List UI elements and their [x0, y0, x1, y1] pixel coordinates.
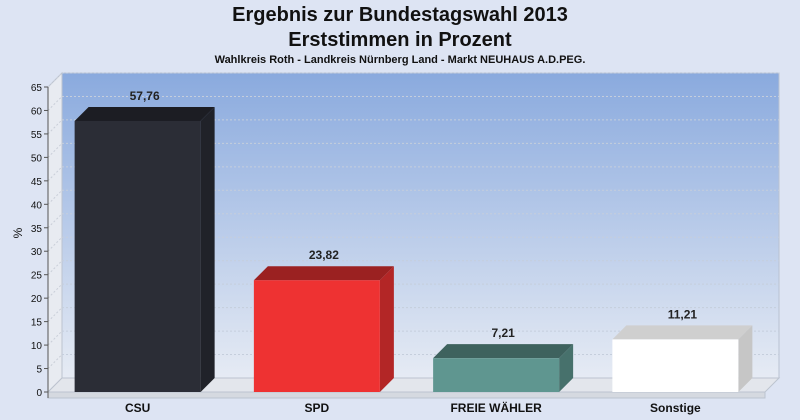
bar-top	[253, 266, 394, 281]
gridline-side	[47, 96, 63, 111]
bar-side	[379, 266, 394, 392]
bar-top	[433, 344, 574, 359]
bar-value-label: 11,21	[668, 307, 698, 321]
gridline-side	[47, 166, 63, 182]
y-tick-label: 60	[31, 106, 43, 117]
bar-side	[200, 106, 215, 393]
bar	[74, 120, 201, 393]
bar-top	[74, 106, 215, 121]
chart-subtitle: Erststimmen in Prozent	[288, 29, 512, 51]
bar	[612, 339, 739, 392]
y-tick-label: 40	[31, 200, 43, 211]
gridline-side	[47, 143, 63, 158]
y-tick-label: 55	[31, 130, 43, 141]
y-tick-label: 15	[31, 318, 43, 329]
gridline-side	[47, 119, 63, 135]
x-tick-label: FREIE WÄHLER	[450, 400, 542, 415]
bar-value-label: 23,82	[309, 248, 339, 262]
gridline-side	[47, 189, 63, 205]
gridline-side	[47, 213, 63, 229]
x-tick-label: CSU	[125, 401, 150, 415]
bar-value-label: 57,76	[130, 89, 160, 103]
bar-side	[738, 325, 753, 392]
y-tick-label: 10	[31, 341, 43, 352]
y-tick-label: 5	[36, 365, 42, 376]
x-tick-label: SPD	[305, 401, 330, 415]
bar-top	[612, 325, 753, 340]
bar	[433, 358, 560, 392]
gridline-side	[47, 354, 63, 369]
y-tick-label: 35	[31, 224, 43, 235]
bar	[253, 280, 380, 392]
y-tick-label: 30	[31, 247, 43, 258]
chart-floor-edge	[47, 391, 766, 399]
chart-side-wall	[47, 71, 63, 394]
gridline-side	[47, 283, 63, 299]
y-tick-label: 50	[31, 153, 43, 164]
chart-title: Ergebnis zur Bundestagswahl 2013	[232, 4, 568, 26]
bar-side	[559, 344, 574, 392]
gridline-side	[47, 330, 63, 346]
y-tick-label: 20	[31, 294, 43, 305]
gridline-side	[47, 72, 63, 88]
bar-value-label: 7,21	[491, 326, 515, 340]
y-tick-label: 25	[31, 271, 43, 282]
y-tick-label: 0	[36, 388, 42, 399]
gridline-side	[47, 236, 63, 252]
x-tick-label: Sonstige	[650, 401, 701, 415]
chart-caption: Wahlkreis Roth - Landkreis Nürnberg Land…	[214, 54, 586, 66]
y-tick-label: 65	[31, 83, 43, 94]
y-tick-label: 45	[31, 177, 43, 188]
gridline-side	[47, 260, 63, 276]
gridline-side	[47, 307, 63, 322]
y-axis-label: %	[11, 227, 25, 238]
